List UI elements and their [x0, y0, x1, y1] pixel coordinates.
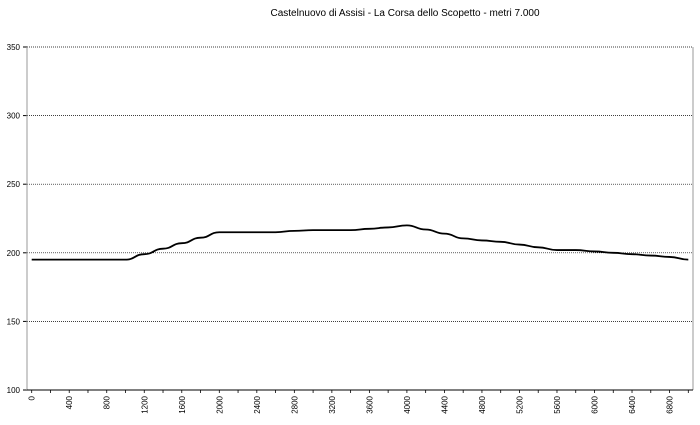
elevation-line — [31, 224, 689, 261]
x-tick-label: 6800 — [666, 395, 675, 413]
x-tick-label: 2400 — [253, 395, 262, 413]
x-tick-label: 4400 — [440, 395, 449, 413]
x-tick-label: 0 — [28, 395, 37, 400]
y-tick-label: 350 — [7, 43, 21, 52]
y-tick-label: 150 — [7, 317, 21, 326]
x-tick-label: 5600 — [553, 395, 562, 413]
x-tick-label: 6000 — [591, 395, 600, 413]
x-tick-label: 1600 — [178, 395, 187, 413]
y-tick-label: 250 — [7, 180, 21, 189]
x-tick-label: 6400 — [628, 395, 637, 413]
x-tick-label: 4800 — [478, 395, 487, 413]
x-tick-label: 3200 — [328, 395, 337, 413]
x-tick-label: 5200 — [515, 395, 524, 413]
x-tick-label: 2800 — [290, 395, 299, 413]
y-tick-label: 200 — [7, 249, 21, 258]
x-tick-label: 1200 — [140, 395, 149, 413]
chart-title: Castelnuovo di Assisi - La Corsa dello S… — [270, 8, 540, 19]
x-tick-label: 800 — [103, 395, 112, 409]
x-tick-label: 2000 — [215, 395, 224, 413]
y-tick-label: 300 — [7, 112, 21, 121]
x-tick-label: 3600 — [365, 395, 374, 413]
x-tick-label: 4000 — [403, 395, 412, 413]
y-tick-label: 100 — [7, 386, 21, 395]
x-tick-label: 400 — [65, 395, 74, 409]
